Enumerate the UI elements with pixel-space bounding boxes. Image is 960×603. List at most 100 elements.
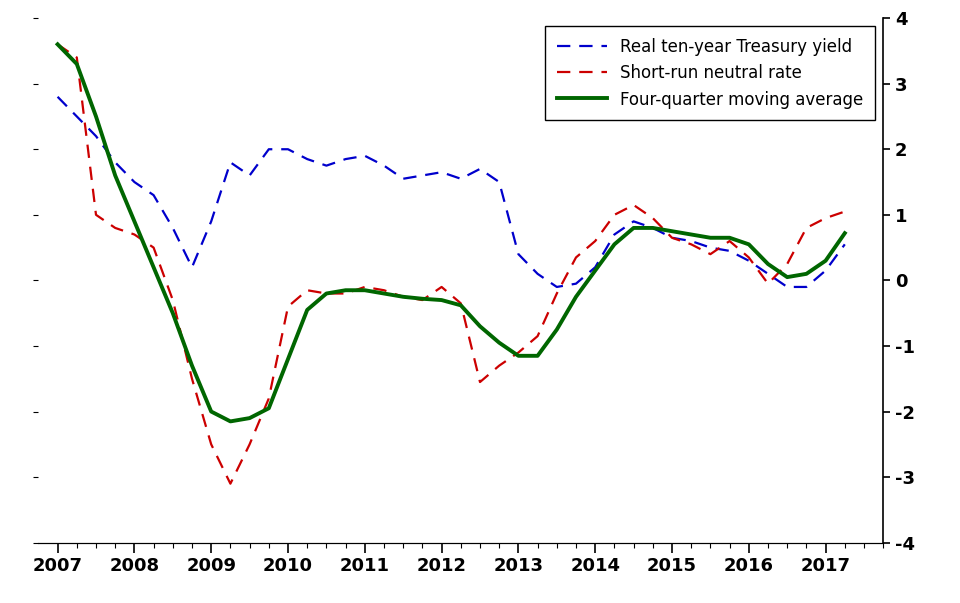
Four-quarter moving average [551,326,563,333]
Four-quarter moving average [820,257,831,264]
Real ten-year Treasury yield [301,156,313,163]
Short-run neutral rate [436,283,447,291]
Short-run neutral rate [570,254,582,261]
Real ten-year Treasury yield [244,172,255,179]
Line: Short-run neutral rate: Short-run neutral rate [58,45,845,484]
Real ten-year Treasury yield [90,133,102,140]
Short-run neutral rate [90,211,102,218]
Real ten-year Treasury yield [71,113,83,120]
Real ten-year Treasury yield [647,224,659,232]
Real ten-year Treasury yield [129,178,140,186]
Short-run neutral rate [359,283,371,291]
Four-quarter moving average [263,405,275,412]
Real ten-year Treasury yield [455,175,467,182]
Short-run neutral rate [225,480,236,487]
Four-quarter moving average [666,227,678,235]
Real ten-year Treasury yield [685,238,697,245]
Four-quarter moving average [781,274,793,281]
Short-run neutral rate [205,441,217,448]
Four-quarter moving average [186,362,198,369]
Four-quarter moving average [71,60,83,68]
Real ten-year Treasury yield [801,283,812,291]
Real ten-year Treasury yield [513,251,524,258]
Real ten-year Treasury yield [609,231,620,238]
Four-quarter moving average [321,290,332,297]
Short-run neutral rate [186,375,198,382]
Line: Real ten-year Treasury yield: Real ten-year Treasury yield [58,96,845,287]
Real ten-year Treasury yield [762,270,774,277]
Real ten-year Treasury yield [378,162,390,169]
Real ten-year Treasury yield [186,264,198,271]
Four-quarter moving average [109,172,121,179]
Short-run neutral rate [71,54,83,61]
Short-run neutral rate [589,238,601,245]
Real ten-year Treasury yield [589,264,601,271]
Real ten-year Treasury yield [570,280,582,287]
Line: Four-quarter moving average: Four-quarter moving average [58,45,845,421]
Four-quarter moving average [589,267,601,274]
Real ten-year Treasury yield [820,267,831,274]
Four-quarter moving average [474,323,486,330]
Four-quarter moving average [52,41,63,48]
Short-run neutral rate [282,303,294,310]
Short-run neutral rate [263,395,275,402]
Real ten-year Treasury yield [282,145,294,153]
Four-quarter moving average [225,418,236,425]
Real ten-year Treasury yield [781,283,793,291]
Real ten-year Treasury yield [263,145,275,153]
Short-run neutral rate [743,254,755,261]
Four-quarter moving average [743,241,755,248]
Real ten-year Treasury yield [52,93,63,100]
Four-quarter moving average [397,293,409,300]
Four-quarter moving average [90,113,102,120]
Real ten-year Treasury yield [321,162,332,169]
Short-run neutral rate [762,280,774,287]
Short-run neutral rate [301,286,313,294]
Four-quarter moving average [513,352,524,359]
Real ten-year Treasury yield [474,165,486,172]
Real ten-year Treasury yield [417,172,428,179]
Short-run neutral rate [493,362,505,369]
Four-quarter moving average [493,339,505,346]
Four-quarter moving average [167,309,179,317]
Four-quarter moving average [129,218,140,225]
Four-quarter moving average [340,286,351,294]
Real ten-year Treasury yield [666,234,678,241]
Four-quarter moving average [436,297,447,304]
Short-run neutral rate [244,441,255,448]
Four-quarter moving average [148,264,159,271]
Short-run neutral rate [321,290,332,297]
Short-run neutral rate [609,211,620,218]
Real ten-year Treasury yield [839,241,851,248]
Four-quarter moving average [532,352,543,359]
Short-run neutral rate [397,293,409,300]
Four-quarter moving average [359,286,371,294]
Four-quarter moving average [762,260,774,268]
Short-run neutral rate [148,244,159,251]
Four-quarter moving average [417,295,428,302]
Short-run neutral rate [705,251,716,258]
Short-run neutral rate [109,224,121,232]
Four-quarter moving average [301,306,313,314]
Short-run neutral rate [839,208,851,215]
Short-run neutral rate [52,41,63,48]
Real ten-year Treasury yield [628,218,639,225]
Four-quarter moving average [801,270,812,277]
Legend: Real ten-year Treasury yield, Short-run neutral rate, Four-quarter moving averag: Real ten-year Treasury yield, Short-run … [545,27,875,121]
Four-quarter moving average [455,302,467,309]
Short-run neutral rate [551,290,563,297]
Short-run neutral rate [129,231,140,238]
Four-quarter moving average [609,241,620,248]
Short-run neutral rate [724,238,735,245]
Short-run neutral rate [474,379,486,386]
Real ten-year Treasury yield [532,270,543,277]
Four-quarter moving average [647,224,659,232]
Four-quarter moving average [378,290,390,297]
Real ten-year Treasury yield [743,257,755,264]
Four-quarter moving average [205,408,217,415]
Four-quarter moving average [705,234,716,241]
Short-run neutral rate [378,286,390,294]
Short-run neutral rate [340,290,351,297]
Short-run neutral rate [781,260,793,268]
Real ten-year Treasury yield [493,178,505,186]
